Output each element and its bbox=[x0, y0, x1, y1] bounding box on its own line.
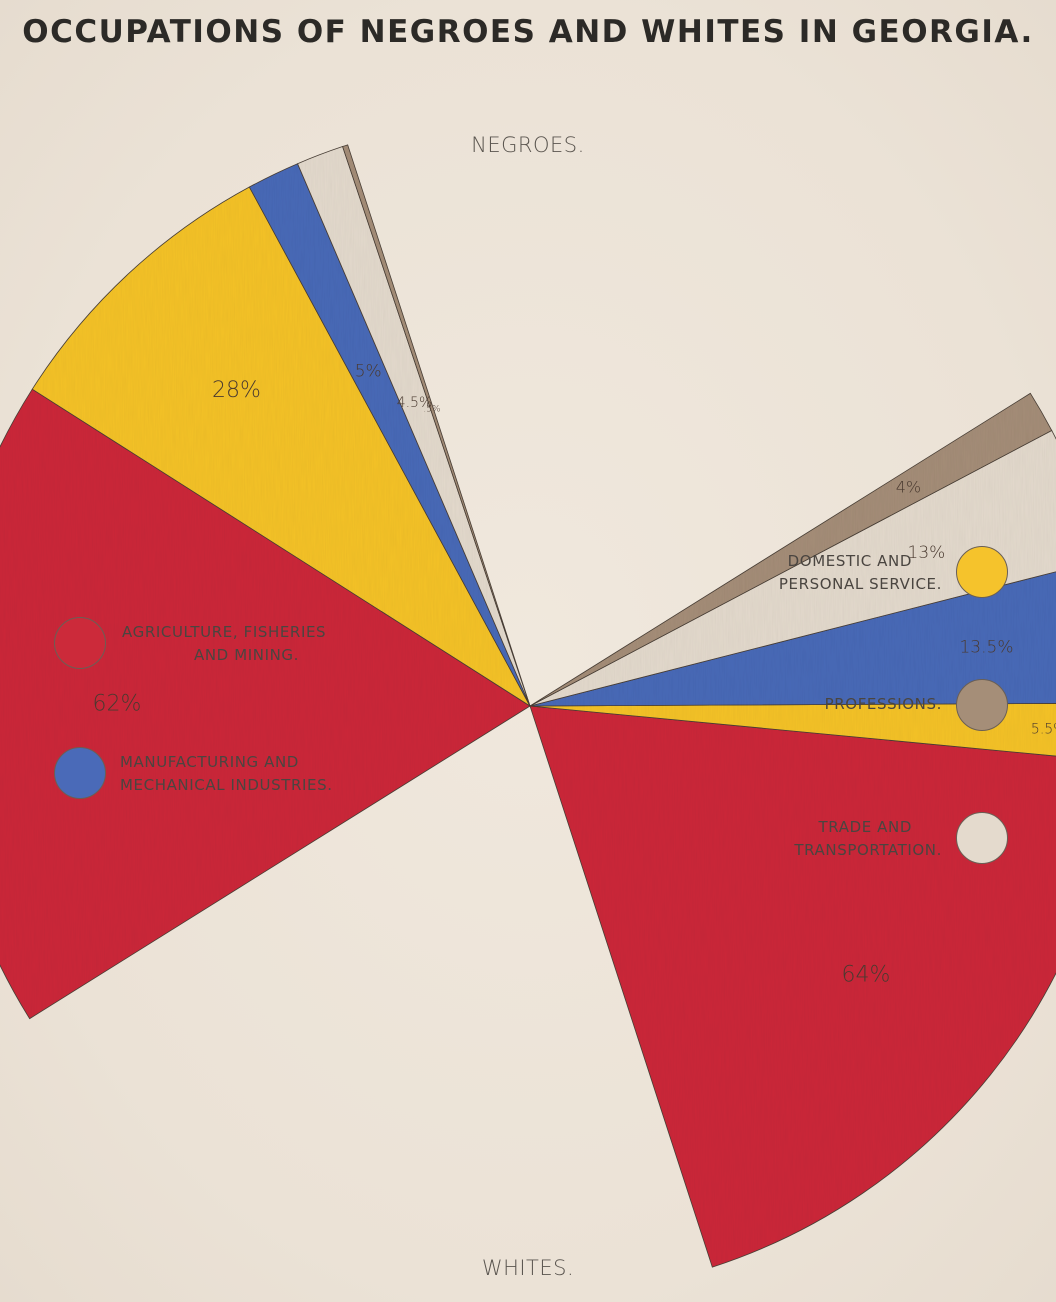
pct-label-negroes-trade: 4.5% bbox=[397, 395, 433, 411]
group-label-whites: WHITES. bbox=[481, 1256, 575, 1280]
legend-label-domestic-line1: DOMESTIC AND bbox=[787, 552, 912, 570]
legend-item-manufacturing: MANUFACTURING AND MECHANICAL INDUSTRIES. bbox=[54, 747, 354, 801]
chart-title: OCCUPATIONS OF NEGROES AND WHITES IN GEO… bbox=[22, 14, 1034, 50]
pct-label-whites-trade: 13% bbox=[908, 543, 946, 563]
legend-swatch-manufacturing bbox=[54, 747, 106, 799]
slice-negroes-agriculture bbox=[0, 388, 531, 1020]
legend-swatch-agriculture bbox=[54, 617, 106, 669]
slice-whites-domestic bbox=[529, 703, 1056, 757]
legend-label-trade-line1: TRADE AND bbox=[818, 818, 912, 836]
legend-item-professions: PROFESSIONS. bbox=[700, 679, 1008, 733]
pct-label-negroes-domestic: 28% bbox=[212, 378, 261, 403]
slice-negroes-professions bbox=[342, 144, 531, 707]
pie-slices bbox=[0, 144, 1056, 1268]
legend-label-domestic-line2: PERSONAL SERVICE. bbox=[778, 575, 942, 593]
pct-label-negroes-manufacturing: 5% bbox=[355, 361, 382, 381]
slice-whites-agriculture bbox=[529, 705, 1056, 1268]
pct-label-whites-domestic: 5.5% bbox=[1031, 721, 1056, 737]
legend-label-trade-line2: TRANSPORTATION. bbox=[794, 841, 942, 859]
pct-label-whites-agriculture: 64% bbox=[842, 962, 891, 987]
slice-whites-professions bbox=[529, 392, 1053, 707]
legend-label-agriculture-line1: AGRICULTURE, FISHERIES bbox=[122, 623, 327, 641]
legend-item-domestic: DOMESTIC AND PERSONAL SERVICE. bbox=[700, 546, 1008, 600]
pct-label-negroes-professions: .5% bbox=[423, 405, 440, 415]
legend-item-trade: TRADE AND TRANSPORTATION. bbox=[700, 812, 1008, 866]
slice-negroes-domestic bbox=[31, 186, 532, 708]
group-label-negroes: NEGROES. bbox=[471, 133, 585, 157]
legend-swatch-professions bbox=[956, 679, 1008, 731]
legend-label-manufacturing-line2: MECHANICAL INDUSTRIES. bbox=[120, 776, 333, 794]
pct-label-negroes-agriculture: 62% bbox=[93, 691, 142, 716]
pct-label-whites-manufacturing: 13.5% bbox=[959, 638, 1013, 658]
legend-swatch-trade bbox=[956, 812, 1008, 864]
pie-percent-labels: 62% 28% 5% 4.5%.5% 64% 5.5% 13.5% 13% 4% bbox=[93, 361, 1056, 987]
legend-label-agriculture-line2: AND MINING. bbox=[194, 646, 300, 664]
legend-item-agriculture: AGRICULTURE, FISHERIES AND MINING. bbox=[54, 617, 354, 671]
legend-label-manufacturing-line1: MANUFACTURING AND bbox=[120, 753, 299, 771]
pct-label-whites-professions: 4% bbox=[896, 478, 921, 497]
legend-label-professions: PROFESSIONS. bbox=[824, 695, 942, 713]
legend-swatch-domestic bbox=[956, 546, 1008, 598]
